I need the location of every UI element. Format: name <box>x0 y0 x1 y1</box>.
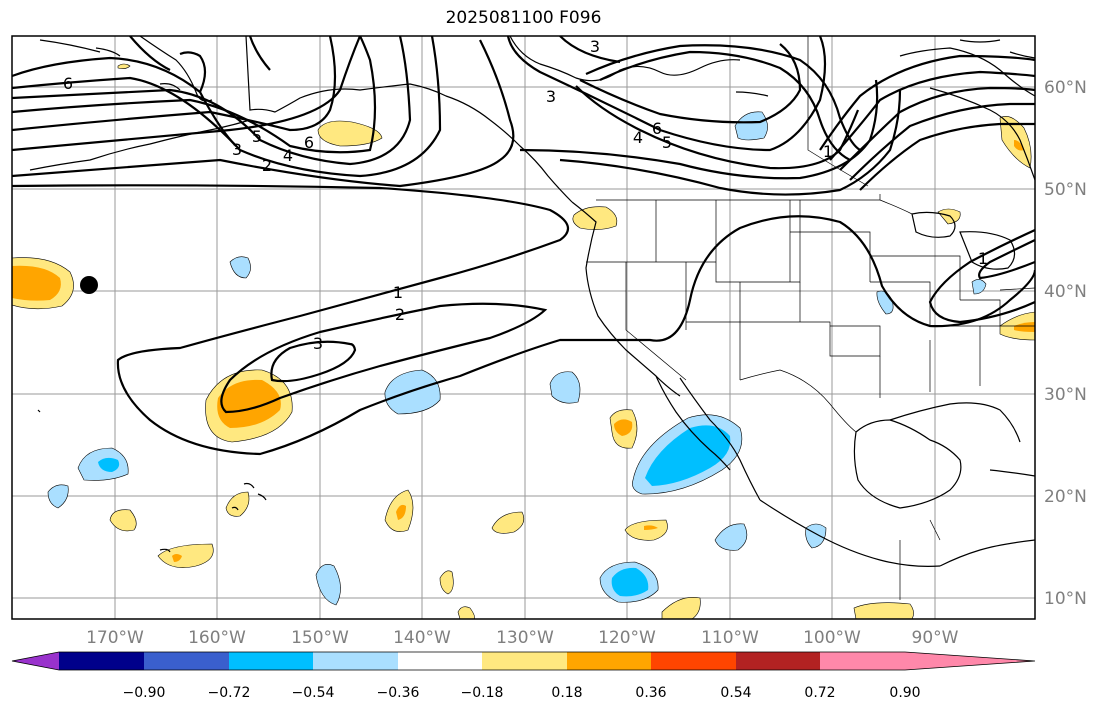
contour-label-4-gulf: 4 <box>283 146 293 165</box>
colorbar-tick-label: 0.36 <box>635 685 666 701</box>
fill-lightblue-east <box>384 369 441 415</box>
fill-yellow-lakes <box>937 208 961 225</box>
fill-blue-hawaii <box>98 457 120 472</box>
fill-lightblue-mex2 <box>805 523 827 549</box>
contour-labels: 6 5 3 4 2 6 3 3 6 4 5 1 1 2 3 1 <box>63 37 988 353</box>
lon-label: 150°W <box>291 628 349 648</box>
colorbar-tick-label: 0.90 <box>889 685 920 701</box>
fill-blue-south <box>611 567 649 597</box>
lat-label: 20°N <box>1044 487 1087 507</box>
fill-yellow-small3 <box>109 509 137 532</box>
contour-label-5-gulf: 5 <box>252 127 262 146</box>
fill-yellow-small8 <box>439 570 454 595</box>
fill-orange-central <box>217 379 281 428</box>
colorbar-extend-max <box>820 652 905 670</box>
colorbar <box>11 651 1036 671</box>
colorbar-ticks: −0.90 −0.72 −0.54 −0.36 −0.18 0.18 0.36 … <box>123 685 921 701</box>
gridlines <box>12 36 1035 619</box>
map-frame <box>11 35 1036 620</box>
fill-orange-hudson <box>1014 140 1024 151</box>
fill-orange-small7 <box>644 525 658 530</box>
colorbar-tick-label: 0.54 <box>720 685 751 701</box>
location-marker <box>80 276 98 294</box>
lon-label: 170°W <box>86 628 144 648</box>
colorbar-tick-label: −0.90 <box>123 685 166 701</box>
contour-label-1-east: 1 <box>978 249 988 268</box>
contour-label-1-northeast: 1 <box>823 142 833 161</box>
lat-label: 10°N <box>1044 589 1087 609</box>
contour-label-3-gulf: 3 <box>232 140 242 159</box>
colorbar-segment <box>313 652 398 670</box>
fill-lightblue-mid <box>549 371 581 404</box>
fill-lightblue-mex <box>714 523 748 551</box>
map-area <box>12 36 1035 619</box>
latitude-labels: 60°N 50°N 40°N 30°N 20°N 10°N <box>1044 78 1087 609</box>
colorbar-segment <box>398 652 482 670</box>
fill-orange-west-edge <box>12 265 61 301</box>
colorbar-segment <box>229 652 313 670</box>
contour-label-6-canada: 6 <box>652 119 662 138</box>
lon-label: 140°W <box>393 628 451 648</box>
map-title: 2025081100 F096 <box>445 8 602 28</box>
contour-label-3-central: 3 <box>313 334 323 353</box>
colorbar-segment <box>651 652 736 670</box>
contour-label-3-canada-top: 3 <box>590 37 600 56</box>
colorbar-segment <box>144 652 229 670</box>
lat-label: 40°N <box>1044 282 1087 302</box>
lon-label: 130°W <box>496 628 554 648</box>
fill-lightblue-ohio <box>971 279 987 295</box>
lon-label: 100°W <box>803 628 861 648</box>
longitude-labels: 170°W 160°W 150°W 140°W 130°W 120°W 110°… <box>86 628 959 648</box>
contour-label-1-central: 1 <box>393 283 403 302</box>
contour-label-3-canada: 3 <box>546 87 556 106</box>
contour-label-2-central: 2 <box>395 305 405 324</box>
fill-lightblue-small1 <box>229 256 251 279</box>
colorbar-tick-label: −0.18 <box>461 685 504 701</box>
fill-lightblue-sw <box>315 564 341 606</box>
contour-label-2-gulf: 2 <box>262 156 272 175</box>
contour-label-4-canada: 4 <box>633 128 643 147</box>
colorbar-segment <box>482 652 567 670</box>
fill-yellow-bering <box>117 63 131 69</box>
fill-orange-small2 <box>614 419 633 436</box>
contour-label-6-west: 6 <box>63 74 73 93</box>
contours <box>12 36 1035 456</box>
colorbar-tick-label: 0.72 <box>804 685 835 701</box>
fill-blue-baja <box>645 425 731 486</box>
lat-label: 60°N <box>1044 78 1087 98</box>
colorbar-segment <box>736 652 820 670</box>
colorbar-tick-label: −0.36 <box>377 685 420 701</box>
fill-yellow-small7 <box>624 519 668 541</box>
fill-yellow-small4 <box>157 543 214 568</box>
fill-yellow-small5 <box>225 491 250 517</box>
colorbar-extend-min <box>12 652 59 670</box>
colorbar-segment <box>567 652 651 670</box>
fill-orange-small4 <box>172 554 182 562</box>
fill-yellow-gulf <box>317 120 383 147</box>
contour-label-5-canada: 5 <box>662 133 672 152</box>
fill-yellow-pnw <box>572 206 618 230</box>
fill-yellow-small10 <box>853 602 914 619</box>
fill-yellow-small9 <box>661 597 701 619</box>
lon-label: 120°W <box>598 628 656 648</box>
lat-label: 50°N <box>1044 180 1087 200</box>
colorbar-extend-max-tip <box>905 652 1035 670</box>
colorbar-tick-label: 0.18 <box>551 685 582 701</box>
fill-yellow-small6 <box>491 511 525 534</box>
fill-orange-small1 <box>396 504 406 520</box>
colorbar-tick-label: −0.72 <box>208 685 251 701</box>
lon-label: 90°W <box>912 628 959 648</box>
fill-lightblue-small2 <box>47 484 69 509</box>
borders <box>586 36 1035 600</box>
lat-label: 30°N <box>1044 385 1087 405</box>
lon-label: 110°W <box>701 628 759 648</box>
fill-lightblue-canada <box>734 111 768 141</box>
colorbar-segment <box>59 652 144 670</box>
colorbar-tick-label: −0.54 <box>292 685 335 701</box>
lon-label: 160°W <box>188 628 246 648</box>
fill-orange-east <box>1014 322 1035 332</box>
contour-label-6-gulf: 6 <box>304 133 314 152</box>
